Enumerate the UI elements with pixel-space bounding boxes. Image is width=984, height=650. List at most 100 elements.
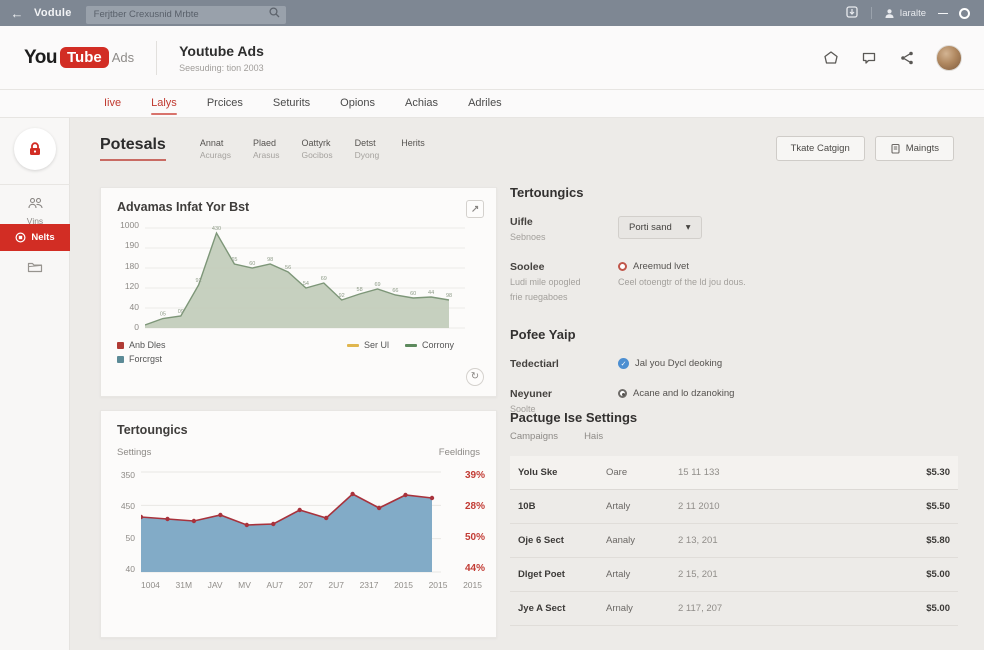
- legend-swatch: [117, 355, 124, 363]
- topbar-brand: Vodule: [34, 7, 72, 19]
- nav-tab-0[interactable]: Iive: [104, 96, 122, 109]
- sidebar-item-folder[interactable]: [0, 260, 70, 278]
- chart-legend: Anb Dles Forcrgst Ser Ul Corrony: [101, 332, 496, 364]
- field-label: Soolee: [510, 261, 545, 274]
- subtab-2[interactable]: Oattyrk Gocibos: [301, 138, 333, 160]
- lock-icon: [30, 142, 40, 155]
- refresh-icon[interactable]: ↻: [466, 368, 484, 386]
- field-label: Uifle: [510, 216, 533, 228]
- settings-label: Settings: [117, 447, 152, 458]
- package-title: Pactuge Ise Settings: [510, 410, 638, 425]
- svg-text:66: 66: [392, 288, 398, 294]
- svg-text:60: 60: [249, 261, 255, 267]
- field-sublabel: frie ruegaboes: [510, 292, 568, 303]
- x-tick: AU7: [266, 580, 284, 590]
- x-tick: 2015: [394, 580, 413, 590]
- svg-text:69: 69: [374, 282, 380, 288]
- subtab-1[interactable]: Plaed Arasus: [253, 138, 280, 160]
- subtab-0[interactable]: Annat Acurags: [199, 138, 231, 160]
- table-row[interactable]: Oje 6 Sect Aanaly 2 13, 201 $5.80: [510, 524, 958, 558]
- settings-button[interactable]: Maingts: [874, 136, 954, 161]
- home-icon[interactable]: [822, 49, 840, 67]
- nav-tab-4[interactable]: Opions: [340, 96, 376, 109]
- nav-tab-1[interactable]: Lalys: [151, 91, 177, 117]
- subtab-4[interactable]: Herits: [401, 138, 425, 148]
- back-button[interactable]: ←: [10, 5, 24, 21]
- field-label: Neyuner: [510, 388, 553, 401]
- field-sublabel: Soolte: [510, 404, 536, 415]
- y-tick: 120: [124, 281, 139, 292]
- radio-option[interactable]: Areemud lvet: [618, 261, 746, 272]
- search-icon[interactable]: [268, 6, 281, 24]
- minimize-icon[interactable]: —: [938, 7, 948, 19]
- app-header: You Tube Ads Youtube Ads Seesuding: tion…: [0, 26, 984, 90]
- share-icon[interactable]: [898, 49, 916, 67]
- chart-y-axis: 1000 190 180 120 40 0: [109, 220, 145, 332]
- campaigns-table: Yolu Ske Oare 15 11 133 $5.30 10B Artaly…: [510, 456, 958, 626]
- avatar[interactable]: [936, 44, 962, 71]
- targeting-panel: Tertoungics Uifle Sebnoes Porti sand ▾ S…: [510, 185, 958, 434]
- locked-account-button[interactable]: [14, 128, 56, 170]
- targeting-title: Tertoungics: [510, 185, 584, 200]
- percent-labels: 39% 28% 50% 44%: [441, 466, 485, 574]
- sidebar-item-label: Vins: [26, 216, 44, 226]
- subtab-3[interactable]: Detst Dyong: [354, 138, 380, 160]
- y-tick: 40: [125, 563, 135, 574]
- page-title: Youtube Ads: [179, 42, 264, 59]
- svg-text:60: 60: [410, 291, 416, 297]
- radio-selected-icon[interactable]: [618, 389, 627, 399]
- radio-icon[interactable]: [618, 262, 627, 272]
- svg-text:44: 44: [428, 290, 434, 296]
- table-row[interactable]: Dlget Poet Artaly 2 15, 201 $5.00: [510, 558, 958, 592]
- sidebar-item-nelts[interactable]: Nelts: [0, 224, 70, 251]
- logo-ads: Ads: [111, 50, 135, 65]
- percent-label: 39%: [464, 470, 485, 481]
- legend-swatch: [404, 343, 417, 347]
- traffic-area-chart: 1000 190 180 120 40 0 05 09 92 430 65 60 98 56 54 69 92…: [101, 218, 496, 332]
- table-row[interactable]: Yolu Ske Oare 15 11 133 $5.30: [510, 456, 958, 490]
- table-row[interactable]: Jye A Sect Arnaly 2 117, 207 $5.00: [510, 592, 958, 626]
- area-line-plot: [141, 471, 441, 573]
- checked-option[interactable]: ✓ Jal you Dycl deoking: [618, 358, 722, 370]
- person-icon: [885, 8, 894, 18]
- y-tick: 40: [129, 301, 139, 312]
- legend-item-2[interactable]: Ser Ul: [346, 340, 389, 350]
- expand-icon[interactable]: [466, 200, 484, 218]
- chart-y-axis: 350 450 50 40: [109, 466, 141, 574]
- chat-icon[interactable]: [860, 49, 878, 67]
- create-campaign-button[interactable]: Tkate Catgign: [775, 136, 865, 161]
- logo-you: You: [24, 46, 57, 68]
- main-nav: Iive Lalys Prcices Seturits Opions Achia…: [0, 90, 984, 118]
- svg-text:69: 69: [321, 276, 327, 282]
- nav-tab-6[interactable]: Adriles: [468, 96, 502, 109]
- save-icon[interactable]: [845, 5, 859, 22]
- nav-tab-5[interactable]: Achias: [405, 96, 439, 109]
- legend-item-1[interactable]: Forcrgst: [117, 354, 166, 364]
- table-row[interactable]: 10B Artaly 2 11 2010 $5.50: [510, 490, 958, 524]
- tab-campaigns[interactable]: Campaigns: [510, 431, 559, 442]
- browser-topbar: ← Vodule Iaralte —: [0, 0, 984, 26]
- youtube-ads-logo[interactable]: You Tube Ads: [24, 47, 134, 69]
- legend-item-3[interactable]: Corrony: [404, 340, 454, 350]
- x-tick: 2317: [359, 580, 379, 590]
- y-tick: 180: [124, 260, 139, 271]
- legend-item-0[interactable]: Anb Dles: [117, 340, 166, 350]
- circle-control-icon[interactable]: [959, 7, 970, 19]
- users-icon: [27, 197, 43, 209]
- font-dropdown[interactable]: Porti sand ▾: [618, 216, 702, 239]
- nav-tab-2[interactable]: Prcices: [206, 96, 243, 109]
- sidebar-item-vins[interactable]: Vins: [0, 196, 70, 226]
- chart-title: Advamas Infat Yor Bst: [117, 200, 250, 214]
- legend-swatch: [346, 343, 359, 347]
- y-tick: 450: [120, 501, 135, 512]
- nav-tab-3[interactable]: Seturits: [272, 96, 311, 109]
- radio-option[interactable]: Acane and lo dzanoking: [618, 388, 734, 399]
- percent-label: 50%: [464, 532, 485, 543]
- x-tick: 207: [298, 580, 313, 590]
- topbar-search[interactable]: [85, 4, 286, 24]
- trend-area-chart: 350 450 50 40 39% 28% 50% 44%: [101, 466, 496, 574]
- tab-hais[interactable]: Hais: [584, 431, 604, 442]
- logo-tube: Tube: [59, 47, 109, 68]
- search-input[interactable]: [85, 5, 286, 24]
- user-menu[interactable]: Iaralte: [884, 8, 926, 19]
